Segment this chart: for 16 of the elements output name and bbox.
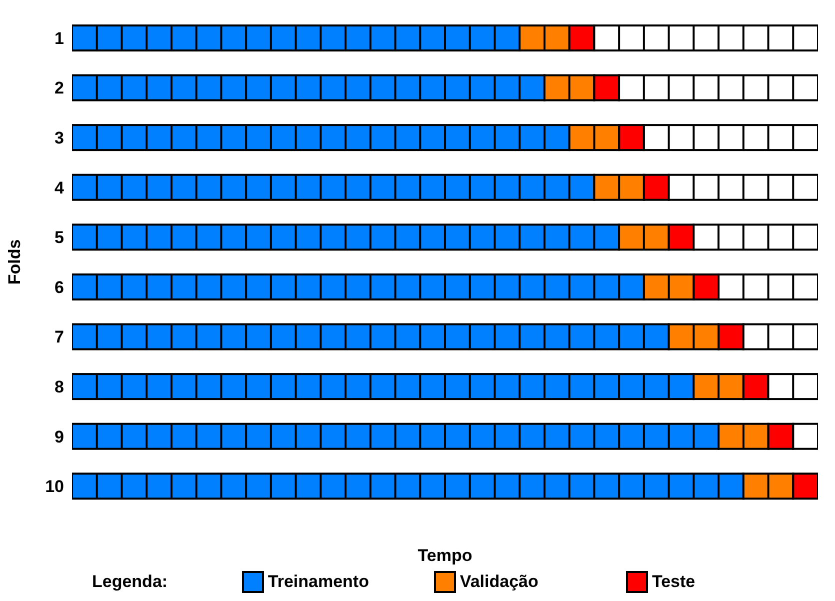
y-tick-label: 9 bbox=[54, 427, 64, 446]
y-tick-label: 5 bbox=[54, 228, 64, 248]
y-tick-label: 3 bbox=[54, 128, 64, 148]
y-tick-label: 8 bbox=[54, 378, 64, 397]
y-tick-label: 1 bbox=[54, 28, 64, 48]
x-axis-title: Tempo bbox=[418, 546, 472, 565]
y-tick-label: 4 bbox=[54, 178, 65, 198]
legend-title: Legenda: bbox=[92, 572, 169, 592]
legend-label: Treinamento bbox=[266, 571, 370, 593]
y-axis-title: Folds bbox=[5, 239, 24, 285]
y-tick-label: 2 bbox=[54, 78, 64, 98]
y-tick-label: 7 bbox=[54, 328, 64, 347]
y-tick-label: 6 bbox=[54, 278, 64, 297]
legend-label: Validação bbox=[458, 571, 540, 593]
y-tick-label: 10 bbox=[45, 477, 64, 496]
legend-label: Teste bbox=[650, 571, 696, 593]
